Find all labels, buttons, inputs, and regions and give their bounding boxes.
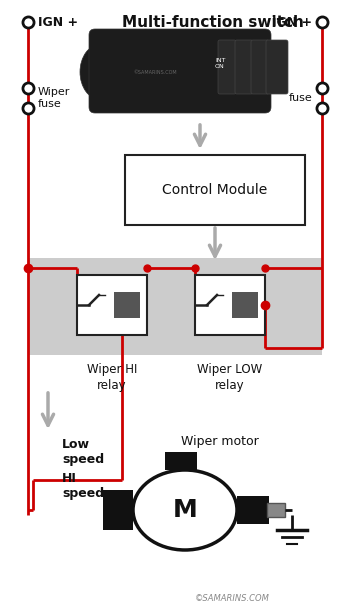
Bar	[195, 275, 265, 335]
Text: IGN +: IGN +	[272, 15, 312, 28]
FancyBboxPatch shape	[89, 29, 271, 113]
Text: Wiper motor: Wiper motor	[181, 435, 259, 448]
Ellipse shape	[80, 45, 120, 99]
Text: ©SAMARINS.COM: ©SAMARINS.COM	[133, 69, 177, 75]
Bar	[237, 496, 269, 524]
Text: Wiper
fuse: Wiper fuse	[38, 87, 70, 109]
Text: Low
speed: Low speed	[62, 438, 104, 466]
Bar	[103, 490, 133, 530]
Bar	[114, 292, 140, 318]
Text: Control Module: Control Module	[162, 183, 268, 197]
Bar	[232, 292, 258, 318]
Text: Wiper LOW
relay: Wiper LOW relay	[197, 363, 262, 392]
Text: Multi-function switch: Multi-function switch	[122, 15, 304, 30]
Ellipse shape	[133, 470, 237, 550]
Text: IGN +: IGN +	[38, 15, 78, 28]
Text: HI
speed: HI speed	[62, 472, 104, 500]
Bar	[77, 275, 147, 335]
Bar	[28, 258, 322, 355]
Text: Wiper HI
relay: Wiper HI relay	[87, 363, 137, 392]
FancyBboxPatch shape	[218, 40, 236, 94]
FancyBboxPatch shape	[235, 40, 253, 94]
Bar	[267, 503, 285, 517]
Text: fuse: fuse	[288, 93, 312, 103]
FancyBboxPatch shape	[251, 40, 269, 94]
Bar	[125, 155, 305, 225]
Text: INT
ON: INT ON	[215, 58, 225, 69]
FancyBboxPatch shape	[266, 40, 288, 94]
Text: M: M	[173, 498, 197, 522]
Bar	[165, 452, 197, 470]
Text: ©SAMARINS.COM: ©SAMARINS.COM	[195, 594, 270, 603]
